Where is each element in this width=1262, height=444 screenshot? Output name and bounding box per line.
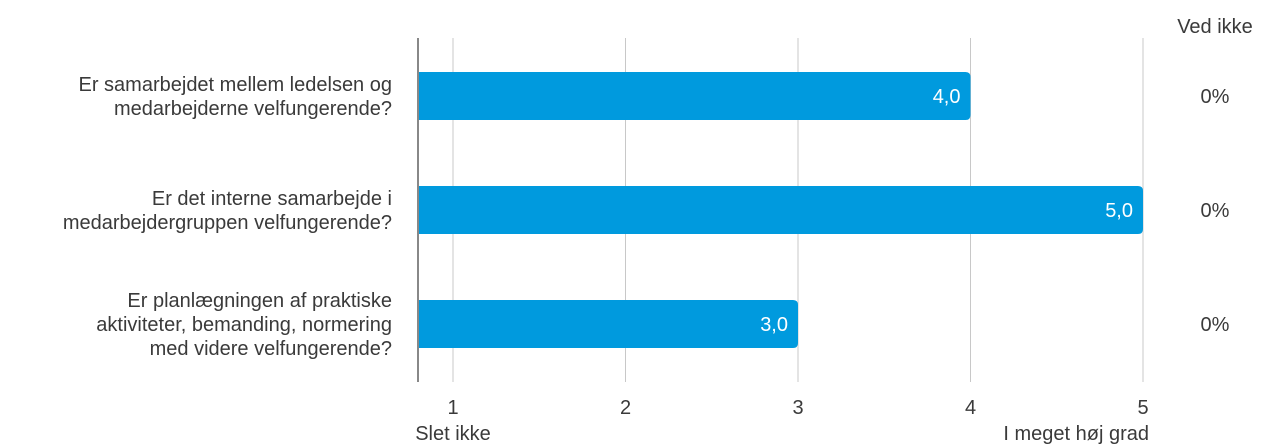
category-label-line: medarbejderne velfungerende? <box>114 98 392 120</box>
x-tick-label-3: 3 <box>792 397 803 419</box>
bar-3 <box>419 300 798 348</box>
ved-ikke-value-3: 0% <box>1201 314 1230 336</box>
bar-value-label-3: 3,0 <box>760 314 788 336</box>
bar-1 <box>419 72 971 120</box>
ved-ikke-header: Ved ikke <box>1177 16 1253 38</box>
category-label-line: medarbejdergruppen velfungerende? <box>63 212 392 234</box>
x-max-anchor-label: I meget høj grad <box>1003 423 1149 444</box>
x-min-anchor-label: Slet ikke <box>415 423 491 444</box>
bar-value-label-2: 5,0 <box>1105 200 1133 222</box>
x-tick-label-1: 1 <box>447 397 458 419</box>
ved-ikke-value-2: 0% <box>1201 200 1230 222</box>
category-label-line: aktiviteter, bemanding, normering <box>96 314 392 336</box>
bar-value-label-1: 4,0 <box>933 86 961 108</box>
category-label-3: Er planlægningen af praktiske aktiviteter… <box>96 290 392 360</box>
ved-ikke-value-1: 0% <box>1201 86 1230 108</box>
category-label-line: Er samarbejdet mellem ledelsen og <box>79 74 393 96</box>
category-label-line: Er planlægningen af praktiske <box>127 290 392 312</box>
x-tick-label-4: 4 <box>965 397 976 419</box>
category-label-2: Er det interne samarbejde i medarbejdergr… <box>63 188 392 234</box>
category-label-line: Er det interne samarbejde i <box>152 188 392 210</box>
category-label-line: med videre velfungerende? <box>150 338 392 360</box>
bar-2 <box>419 186 1143 234</box>
x-tick-label-2: 2 <box>620 397 631 419</box>
category-label-1: Er samarbejdet mellem ledelsen og medarbe… <box>79 74 393 120</box>
x-tick-label-5: 5 <box>1137 397 1148 419</box>
